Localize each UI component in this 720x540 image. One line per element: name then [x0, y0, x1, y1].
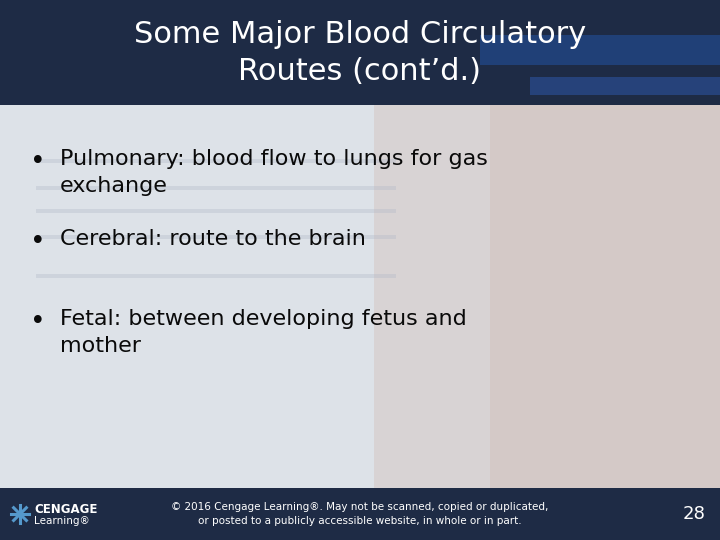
Text: 28: 28 — [683, 505, 706, 523]
Text: CENGAGE: CENGAGE — [34, 503, 97, 516]
Bar — [0, 0, 720, 105]
Text: •: • — [30, 149, 46, 176]
Bar — [0, 488, 720, 540]
Text: Learning®: Learning® — [34, 516, 90, 526]
Text: •: • — [30, 230, 46, 255]
Bar — [36, 208, 396, 213]
Text: •: • — [30, 309, 46, 335]
Text: Cerebral: route to the brain: Cerebral: route to the brain — [60, 230, 366, 249]
Bar — [36, 274, 396, 278]
Text: Some Major Blood Circulatory
Routes (cont’d.): Some Major Blood Circulatory Routes (con… — [134, 19, 586, 86]
Bar — [530, 77, 720, 95]
Bar — [374, 105, 720, 488]
Bar — [480, 35, 720, 65]
Text: © 2016 Cengage Learning®. May not be scanned, copied or duplicated,
or posted to: © 2016 Cengage Learning®. May not be sca… — [171, 502, 549, 526]
Text: Fetal: between developing fetus and
mother: Fetal: between developing fetus and moth… — [60, 309, 467, 356]
Text: Pulmonary: blood flow to lungs for gas
exchange: Pulmonary: blood flow to lungs for gas e… — [60, 149, 488, 197]
Bar — [36, 186, 396, 190]
Bar — [36, 159, 396, 163]
Bar — [490, 105, 720, 488]
Bar — [36, 235, 396, 239]
Bar — [0, 105, 720, 488]
